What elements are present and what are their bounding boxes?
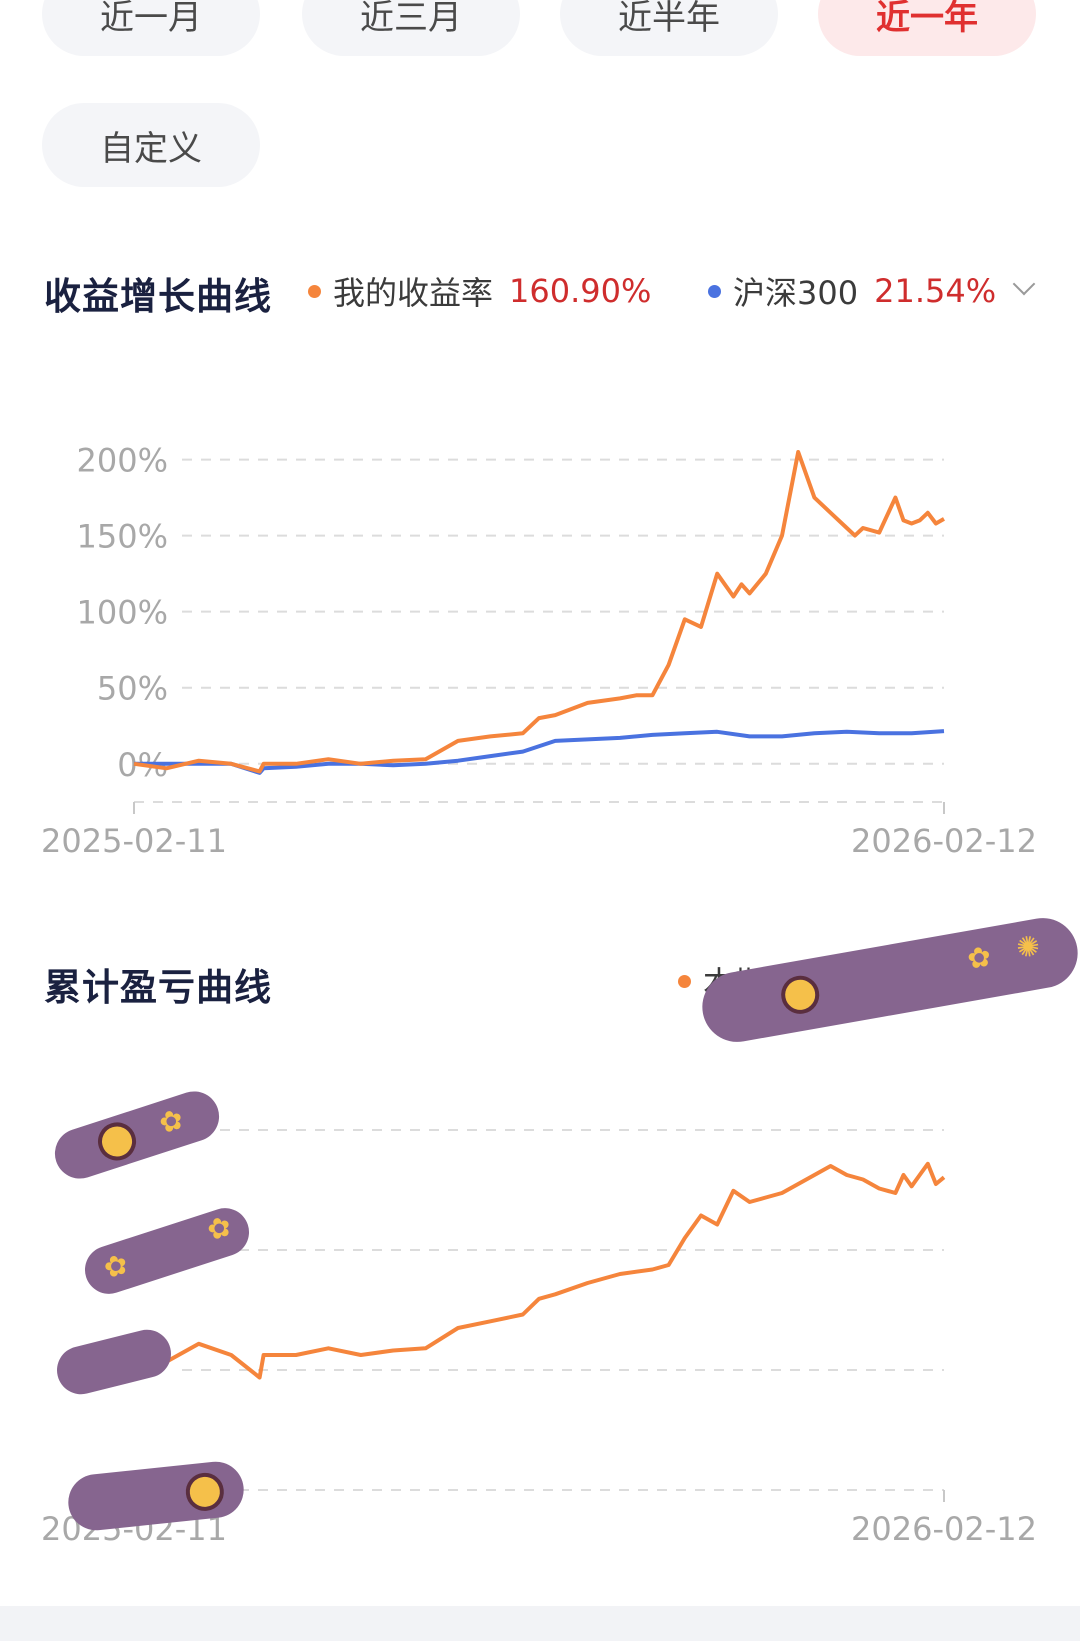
growth-section-title: 收益增长曲线 (44, 275, 272, 318)
legend-hs300[interactable]: 沪深300 21.54% (708, 268, 996, 314)
footer-band (0, 1606, 1080, 1641)
legend-dot (308, 284, 321, 298)
legend-dot (678, 974, 691, 988)
eye-icon (93, 1117, 141, 1166)
legend-value: 21.54% (874, 272, 997, 310)
flower-icon: ✿ (154, 1101, 188, 1141)
range-tab-6m[interactable]: 近半年 (560, 0, 778, 56)
range-tab-label: 自定义 (100, 128, 202, 169)
growth-chart[interactable]: 200%150%100%50%0%2025-02-11 2026-02-12 (0, 420, 1080, 860)
y-tick-label: 100% (77, 594, 168, 632)
pnl-section-title: 累计盈亏曲线 (44, 966, 272, 1009)
x-end-label: 2026-02-12 (851, 822, 1037, 860)
y-tick-label: 200% (77, 442, 168, 480)
range-tab-label: 近一月 (100, 0, 202, 38)
eye-icon (778, 972, 823, 1017)
range-tab-label: 近一年 (876, 0, 978, 38)
legend-name: 我的收益率 (333, 274, 494, 312)
legend-name: 沪深300 (733, 274, 859, 312)
flower-icon: ✿ (99, 1246, 133, 1286)
flower-icon: ✿ (202, 1208, 236, 1248)
y-tick-label: 150% (77, 518, 168, 556)
range-tab-1m[interactable]: 近一月 (42, 0, 260, 56)
range-tab-custom[interactable]: 自定义 (42, 103, 260, 187)
series-line-hs300 (134, 729, 945, 775)
x-start-label: 2025-02-11 (41, 822, 227, 860)
legend-dot (708, 284, 721, 298)
flower-icon: ✿ (964, 939, 994, 976)
series-line-my-return (133, 450, 945, 774)
legend-my-return[interactable]: 我的收益率 160.90% (308, 268, 651, 314)
range-tab-label: 近三月 (360, 0, 462, 38)
y-tick-label: 50% (97, 670, 168, 708)
series-line-period-return (133, 1161, 946, 1380)
range-tab-1y[interactable]: 近一年 (818, 0, 1036, 56)
range-tab-label: 近半年 (618, 0, 720, 38)
legend-value: 160.90% (509, 272, 652, 310)
x-end-label: 2026-02-12 (851, 1510, 1037, 1548)
range-tab-3m[interactable]: 近三月 (302, 0, 520, 56)
sticker-overlay: ✿ ✺ (696, 912, 1080, 1048)
pnl-chart[interactable]: 2025-02-11 2026-02-12 (0, 1090, 1080, 1610)
eye-icon (183, 1470, 226, 1513)
chevron-down-icon[interactable] (1012, 272, 1036, 296)
virus-icon: ✺ (1013, 928, 1043, 966)
